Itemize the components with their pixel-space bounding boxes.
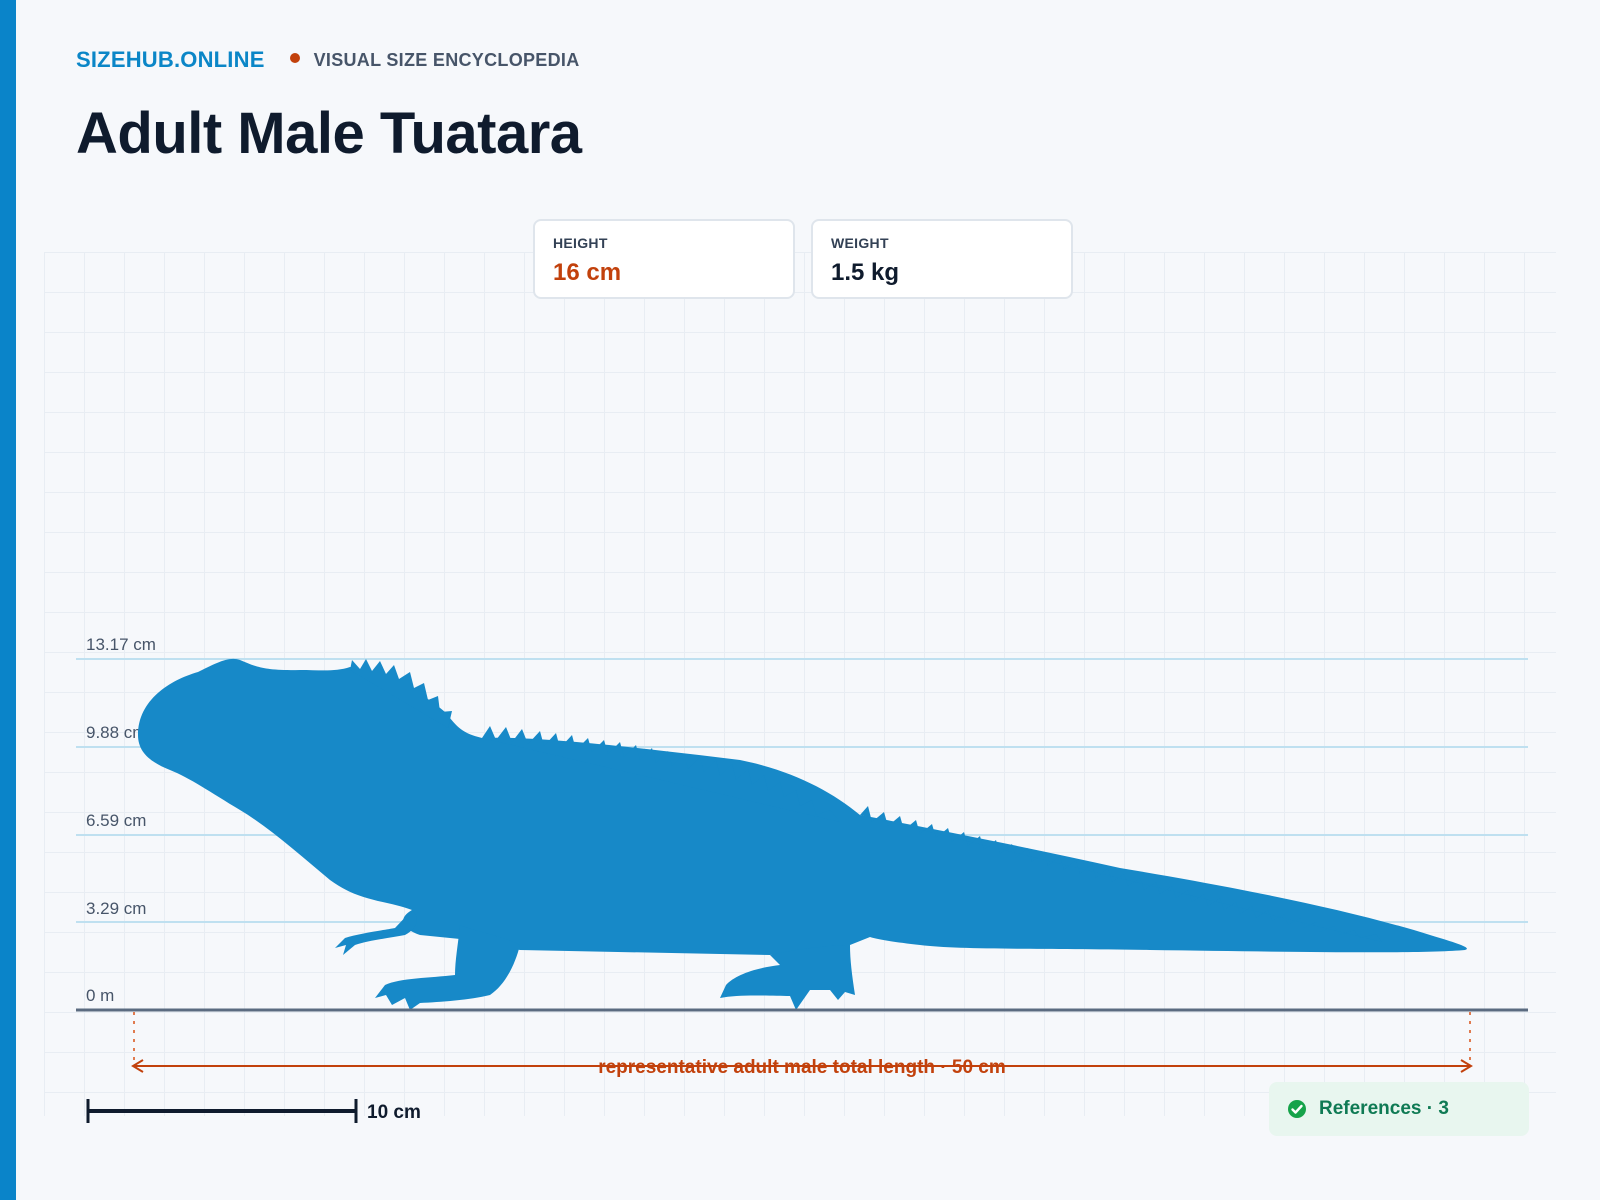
- tuatara-silhouette-icon: [138, 658, 1467, 1010]
- height-tick-label: 3.29 cm: [86, 899, 146, 918]
- weight-value: 1.5 kg: [831, 259, 900, 286]
- height-label: HEIGHT: [553, 235, 608, 251]
- height-card: HEIGHT 16 cm: [533, 219, 795, 299]
- height-tick-label: 0 m: [86, 986, 114, 1005]
- site-header: SIZEHUB.ONLINE VISUAL SIZE ENCYCLOPEDIA: [76, 47, 580, 73]
- arrow-right-icon: [1460, 1059, 1473, 1073]
- check-circle-icon: [1288, 1100, 1306, 1118]
- site-tagline: VISUAL SIZE ENCYCLOPEDIA: [313, 49, 580, 70]
- references-button[interactable]: References · 3: [1269, 1082, 1529, 1136]
- height-value: 16 cm: [553, 259, 622, 286]
- arrow-left-icon: [131, 1059, 144, 1073]
- page-title: Adult Male Tuatara: [76, 101, 582, 166]
- height-tick-label: 6.59 cm: [86, 811, 146, 830]
- weight-card: WEIGHT 1.5 kg: [811, 219, 1073, 299]
- separator-dot-icon: [289, 53, 300, 63]
- scale-bar-label: 10 cm: [367, 1102, 421, 1123]
- site-brand[interactable]: SIZEHUB.ONLINE: [76, 47, 265, 72]
- references-label: References · 3: [1319, 1098, 1449, 1119]
- accent-bar: [0, 0, 16, 1200]
- height-tick-label: 9.88 cm: [86, 723, 146, 742]
- length-label: representative adult male total length ·…: [598, 1057, 1006, 1078]
- height-tick-label: 13.17 cm: [86, 635, 156, 654]
- weight-label: WEIGHT: [831, 235, 889, 251]
